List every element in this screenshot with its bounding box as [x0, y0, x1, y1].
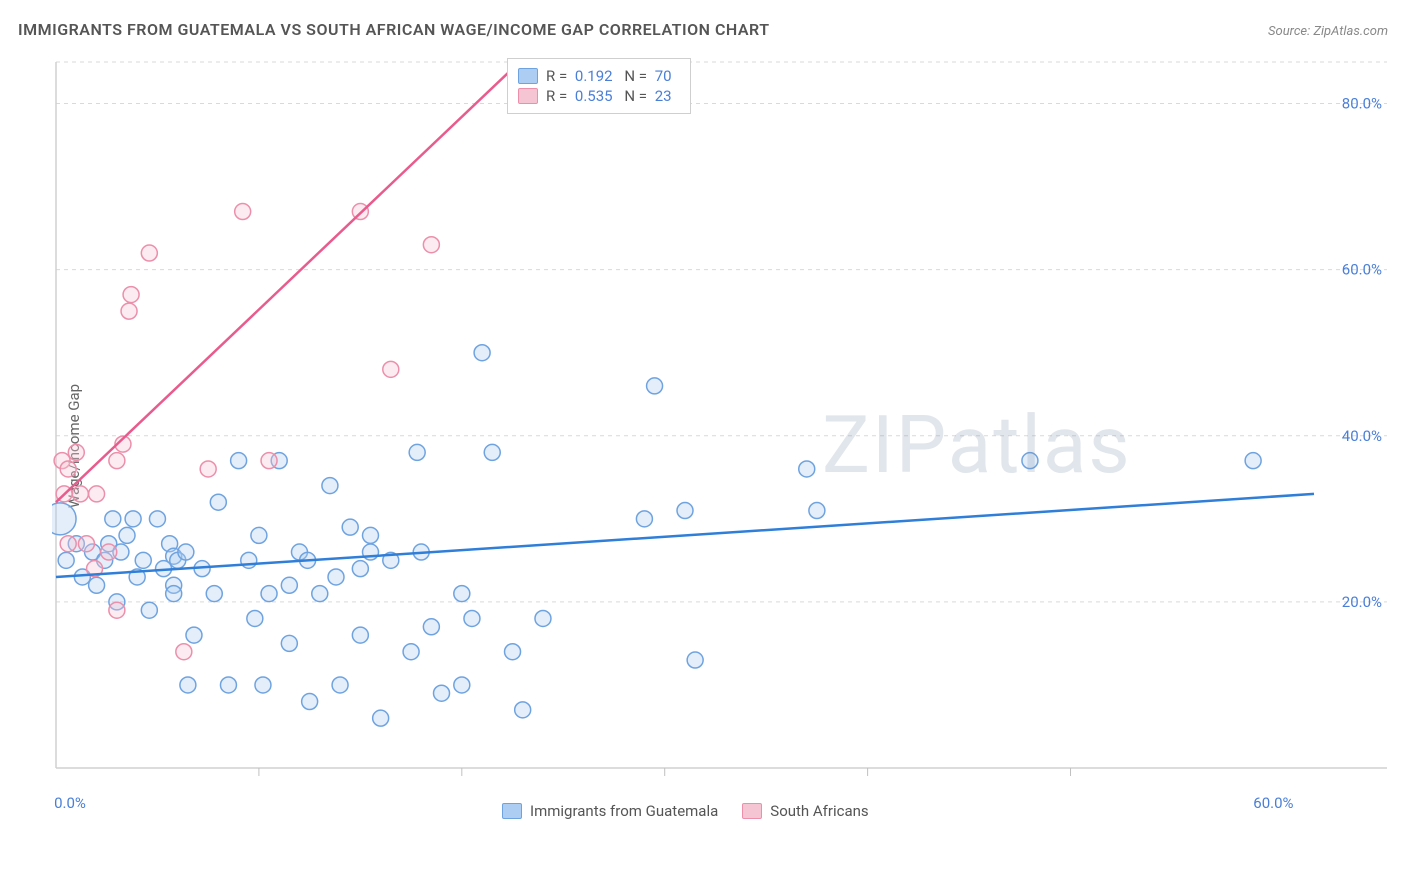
- legend-item: Immigrants from Guatemala: [502, 802, 718, 820]
- data-point: [302, 694, 318, 710]
- data-point: [72, 486, 88, 502]
- svg-text:40.0%: 40.0%: [1342, 427, 1382, 445]
- data-point: [125, 511, 141, 527]
- data-point: [121, 303, 137, 319]
- data-point: [109, 453, 125, 469]
- data-point: [363, 527, 379, 543]
- data-point: [166, 586, 182, 602]
- data-point: [109, 602, 125, 618]
- data-point: [322, 478, 338, 494]
- data-point: [281, 635, 297, 651]
- data-point: [636, 511, 652, 527]
- legend-item: South Africans: [742, 802, 868, 820]
- svg-text:80.0%: 80.0%: [1342, 95, 1382, 113]
- data-point: [119, 527, 135, 543]
- data-point: [89, 577, 105, 593]
- data-point: [647, 378, 663, 394]
- data-point: [241, 552, 257, 568]
- data-point: [101, 544, 117, 560]
- data-point: [342, 519, 358, 535]
- chart-title: IMMIGRANTS FROM GUATEMALA VS SOUTH AFRIC…: [18, 20, 770, 39]
- data-point: [149, 511, 165, 527]
- data-point: [105, 511, 121, 527]
- legend-swatch: [518, 88, 538, 104]
- data-point: [68, 444, 84, 460]
- data-point: [89, 486, 105, 502]
- legend-swatch: [502, 803, 522, 819]
- source-label: Source: ZipAtlas.com: [1268, 24, 1388, 39]
- data-point: [464, 610, 480, 626]
- data-point: [52, 503, 76, 535]
- legend-swatch: [742, 803, 762, 819]
- legend-label: South Africans: [770, 802, 868, 820]
- data-point: [687, 652, 703, 668]
- data-point: [123, 287, 139, 303]
- data-point: [352, 561, 368, 577]
- data-point: [186, 627, 202, 643]
- data-point: [484, 444, 500, 460]
- data-point: [328, 569, 344, 585]
- data-point: [58, 552, 74, 568]
- svg-text:60.0%: 60.0%: [1253, 794, 1293, 812]
- data-point: [141, 245, 157, 261]
- legend-label: Immigrants from Guatemala: [530, 802, 718, 820]
- stat-legend-row: R = 0.192 N = 70: [518, 67, 680, 85]
- data-point: [220, 677, 236, 693]
- legend-swatch: [518, 68, 538, 84]
- data-point: [423, 237, 439, 253]
- source-prefix: Source:: [1268, 24, 1313, 39]
- data-point: [255, 677, 271, 693]
- data-point: [799, 461, 815, 477]
- data-point: [352, 627, 368, 643]
- source-name: ZipAtlas.com: [1313, 24, 1388, 39]
- stat-legend-row: R = 0.535 N = 23: [518, 87, 680, 105]
- plot-svg: 20.0% 40.0% 60.0% 80.0% 0.0% 60.0%: [52, 58, 1387, 818]
- data-point: [383, 361, 399, 377]
- data-point: [474, 345, 490, 361]
- data-point: [677, 503, 693, 519]
- data-point: [312, 586, 328, 602]
- data-point: [403, 644, 419, 660]
- data-point: [178, 544, 194, 560]
- data-point: [231, 453, 247, 469]
- data-point: [176, 644, 192, 660]
- data-point: [261, 453, 277, 469]
- data-point: [210, 494, 226, 510]
- data-point: [261, 586, 277, 602]
- data-point: [281, 577, 297, 593]
- chart-container: IMMIGRANTS FROM GUATEMALA VS SOUTH AFRIC…: [0, 0, 1406, 892]
- plot-area: 20.0%40.0%60.0%80.0%0.0%60.0% ZIPatlas R…: [52, 58, 1387, 818]
- data-point: [1245, 453, 1261, 469]
- stat-legend: R = 0.192 N = 70 R = 0.535 N = 23: [507, 58, 691, 114]
- data-point: [409, 444, 425, 460]
- svg-text:60.0%: 60.0%: [1342, 261, 1382, 279]
- data-point: [434, 685, 450, 701]
- data-point: [373, 710, 389, 726]
- data-point: [505, 644, 521, 660]
- data-point: [251, 527, 267, 543]
- data-point: [454, 586, 470, 602]
- svg-text:20.0%: 20.0%: [1342, 593, 1382, 611]
- data-point: [141, 602, 157, 618]
- data-point: [78, 536, 94, 552]
- data-point: [423, 619, 439, 635]
- data-point: [332, 677, 348, 693]
- data-point: [60, 461, 76, 477]
- data-point: [454, 677, 470, 693]
- data-point: [515, 702, 531, 718]
- data-point: [809, 503, 825, 519]
- data-point: [135, 552, 151, 568]
- data-point: [60, 536, 76, 552]
- data-point: [247, 610, 263, 626]
- bottom-legend: Immigrants from Guatemala South Africans: [502, 802, 869, 820]
- data-point: [200, 461, 216, 477]
- data-point: [1022, 453, 1038, 469]
- svg-text:0.0%: 0.0%: [54, 794, 86, 812]
- data-point: [206, 586, 222, 602]
- data-point: [180, 677, 196, 693]
- data-point: [235, 204, 251, 220]
- data-point: [535, 610, 551, 626]
